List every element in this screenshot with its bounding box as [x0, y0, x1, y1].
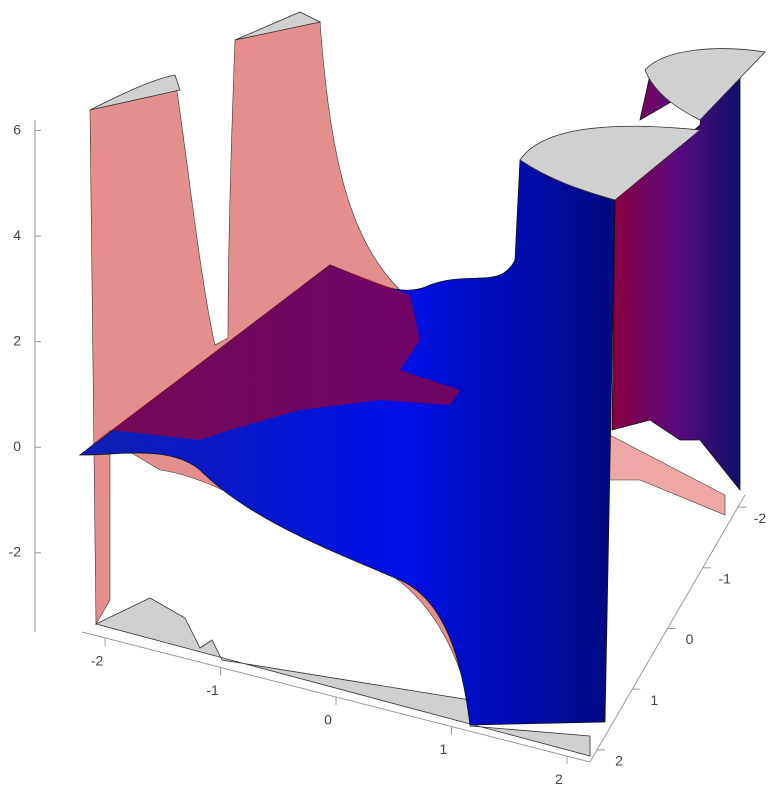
- y-tick-label: -2: [754, 510, 767, 526]
- x-tick-label: 0: [324, 712, 332, 728]
- z-tick-label: 2: [13, 332, 21, 348]
- z-tick-label: 0: [13, 438, 21, 454]
- y-tick-label: -1: [719, 571, 732, 587]
- x-tick-label: 1: [440, 741, 448, 757]
- x-tick-label: -2: [91, 653, 104, 669]
- y-tick-label: 1: [650, 692, 658, 708]
- x-tick-label: -1: [206, 682, 219, 698]
- z-tick-label: -2: [9, 544, 22, 560]
- cap-back-right: [645, 49, 765, 120]
- y-tick-label: 2: [615, 753, 623, 769]
- y-tick-label: 0: [686, 631, 694, 647]
- z-tick-label: 4: [13, 227, 21, 243]
- z-tick-label: 6: [13, 121, 21, 137]
- surfaces: [80, 12, 765, 756]
- chart: -2 0 2 4 6 -2 -1 0 1 2 2 1 0 -1 -2: [0, 0, 777, 801]
- x-tick-label: 2: [555, 771, 563, 787]
